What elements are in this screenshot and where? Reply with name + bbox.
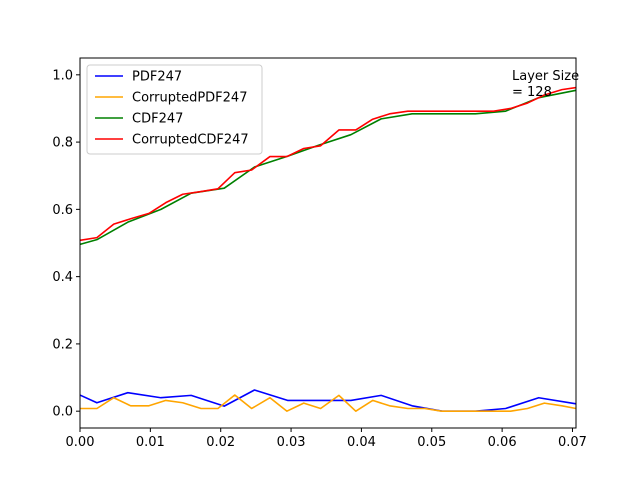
series-line-corruptedpdf247 <box>80 394 577 412</box>
y-tick-label: 0.0 <box>52 405 73 420</box>
series-line-pdf247 <box>79 389 577 412</box>
y-tick-label: 0.2 <box>52 337 73 352</box>
x-axis: 0.00 0.01 0.02 0.03 0.04 0.05 0.06 0.07 <box>66 428 587 450</box>
legend: PDF247 CorruptedPDF247 CDF247 CorruptedCDF2… <box>86 64 263 155</box>
legend-label-corruptedcdf247: CorruptedCDF247 <box>132 133 249 148</box>
x-tick-label: 0.02 <box>206 435 235 450</box>
y-axis: 0.0 0.2 0.4 0.6 0.8 1.0 <box>52 68 80 420</box>
x-tick-label: 0.03 <box>277 435 306 450</box>
series-line-corruptedcdf247 <box>79 86 577 242</box>
series-layer <box>79 86 577 412</box>
x-tick-label: 0.05 <box>417 435 446 450</box>
x-tick-label: 0.06 <box>488 435 517 450</box>
legend-label-corruptedpdf247: CorruptedPDF247 <box>132 91 247 106</box>
x-tick-label: 0.07 <box>558 435 587 450</box>
legend-label-cdf247: CDF247 <box>132 112 183 127</box>
legend-label-pdf247: PDF247 <box>132 70 182 85</box>
layer-size-annotation-line-2: = 128 <box>512 85 552 100</box>
legend-items: PDF247 CorruptedPDF247 CDF247 CorruptedCDF2… <box>95 70 249 148</box>
y-tick-label: 0.6 <box>52 203 73 218</box>
y-tick-label: 0.4 <box>52 270 73 285</box>
legend-box <box>86 64 263 155</box>
x-tick-label: 0.00 <box>66 435 95 450</box>
x-tick-label: 0.04 <box>347 435 376 450</box>
plot-frame <box>79 57 577 429</box>
y-tick-label: 1.0 <box>52 68 73 83</box>
layer-size-annotation-line-1: Layer Size <box>512 69 579 84</box>
x-tick-label: 0.01 <box>136 435 165 450</box>
y-tick-label: 0.8 <box>52 136 73 151</box>
